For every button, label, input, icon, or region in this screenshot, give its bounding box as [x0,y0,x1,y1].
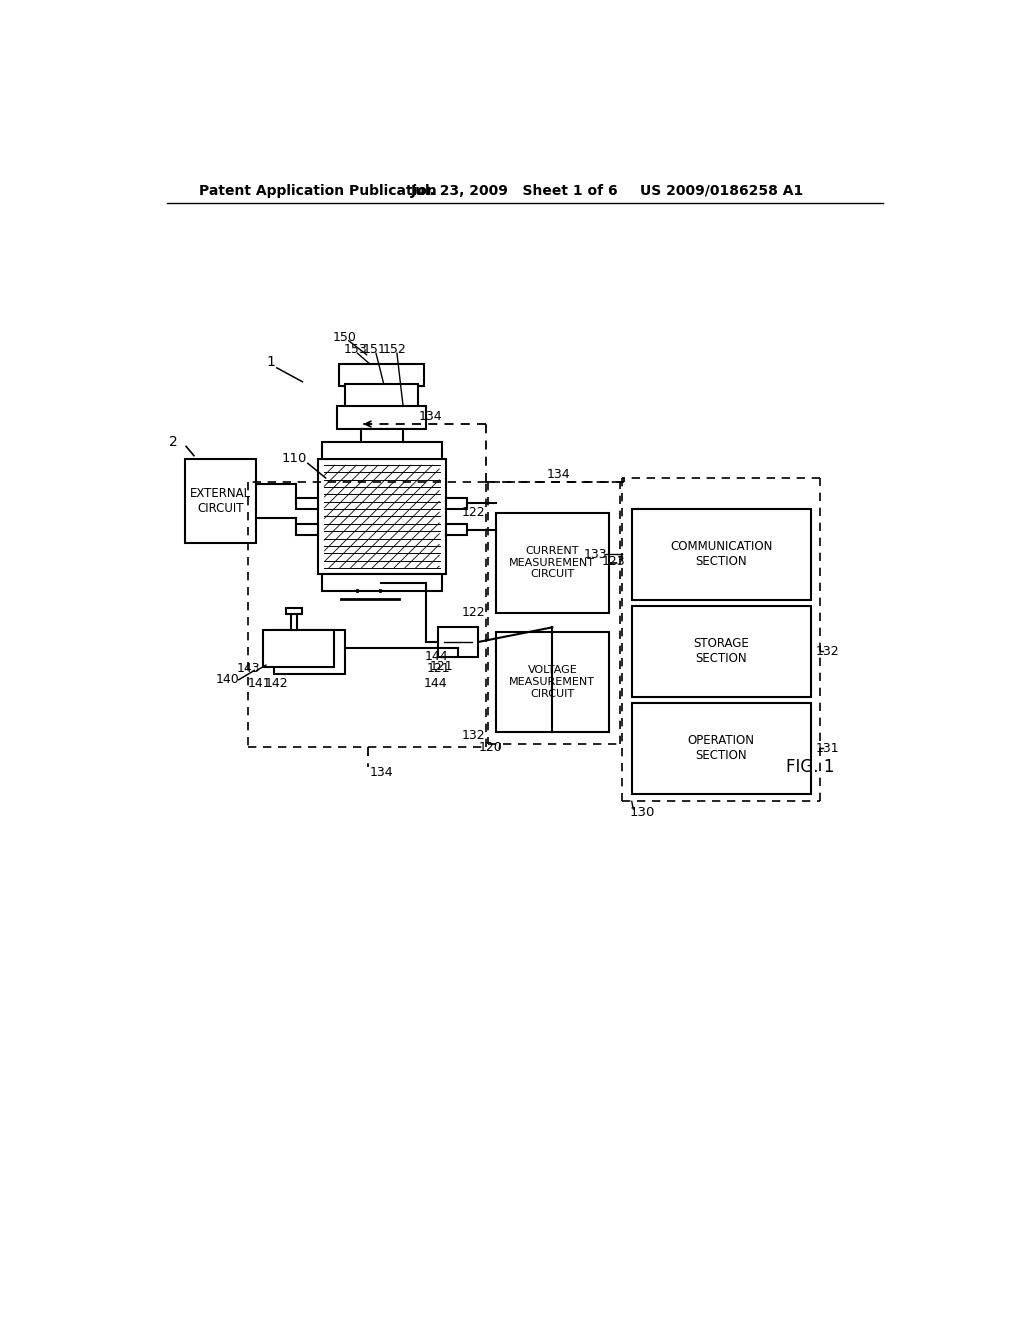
Text: COMMUNICATION
SECTION: COMMUNICATION SECTION [670,540,772,568]
Bar [286,609,302,614]
Bar [317,459,445,574]
Bar [296,498,317,508]
Text: 131: 131 [816,742,840,755]
Text: 143: 143 [238,661,261,675]
Text: 122: 122 [462,506,485,519]
Bar [445,498,467,508]
Text: OPERATION
SECTION: OPERATION SECTION [688,734,755,762]
Text: FIG. 1: FIG. 1 [785,758,835,776]
Bar [184,459,256,544]
Text: 121: 121 [429,660,453,673]
Bar [322,442,442,459]
Text: 133: 133 [584,548,607,561]
Text: 140: 140 [215,673,239,686]
Text: Jul. 23, 2009   Sheet 1 of 6: Jul. 23, 2009 Sheet 1 of 6 [411,183,618,198]
Text: 1: 1 [267,355,275,370]
Text: 120: 120 [479,741,503,754]
Text: STORAGE
SECTION: STORAGE SECTION [693,638,750,665]
Bar [337,407,426,429]
Text: 132: 132 [462,730,485,742]
Bar [445,524,467,535]
Bar [339,364,424,385]
Text: 150: 150 [333,330,357,343]
Bar [632,702,811,793]
Text: 123: 123 [602,556,626,569]
Text: 144: 144 [425,651,449,663]
Text: Patent Application Publication: Patent Application Publication [200,183,437,198]
Bar [322,574,442,591]
Text: 132: 132 [816,644,840,657]
Text: 110: 110 [282,453,307,465]
Bar [273,630,345,675]
Text: 141: 141 [248,677,271,690]
Bar [296,524,317,535]
Text: 134: 134 [547,467,570,480]
Bar [632,606,811,697]
Text: VOLTAGE
MEASUREMENT
CIRCUIT: VOLTAGE MEASUREMENT CIRCUIT [509,665,595,698]
Text: CURRENT
MEASUREMENT
CIRCUIT: CURRENT MEASUREMENT CIRCUIT [509,546,595,579]
Bar [345,384,418,407]
Bar [291,614,297,630]
Bar [438,627,478,656]
Text: 134: 134 [419,409,442,422]
Text: 144: 144 [424,677,447,690]
Text: 152: 152 [383,343,407,356]
Text: 142: 142 [265,677,289,690]
Bar [496,512,608,612]
Bar [496,632,608,733]
Text: 130: 130 [629,805,654,818]
Text: EXTERNAL
CIRCUIT: EXTERNAL CIRCUIT [189,487,251,515]
Bar [632,508,811,599]
Text: 2: 2 [169,434,178,449]
Text: 122: 122 [462,606,485,619]
Bar [360,429,403,459]
Text: 153: 153 [344,343,368,356]
Text: 121: 121 [426,661,450,675]
Text: 151: 151 [362,343,386,356]
Text: 134: 134 [370,766,393,779]
Text: US 2009/0186258 A1: US 2009/0186258 A1 [640,183,803,198]
Bar [263,630,334,667]
